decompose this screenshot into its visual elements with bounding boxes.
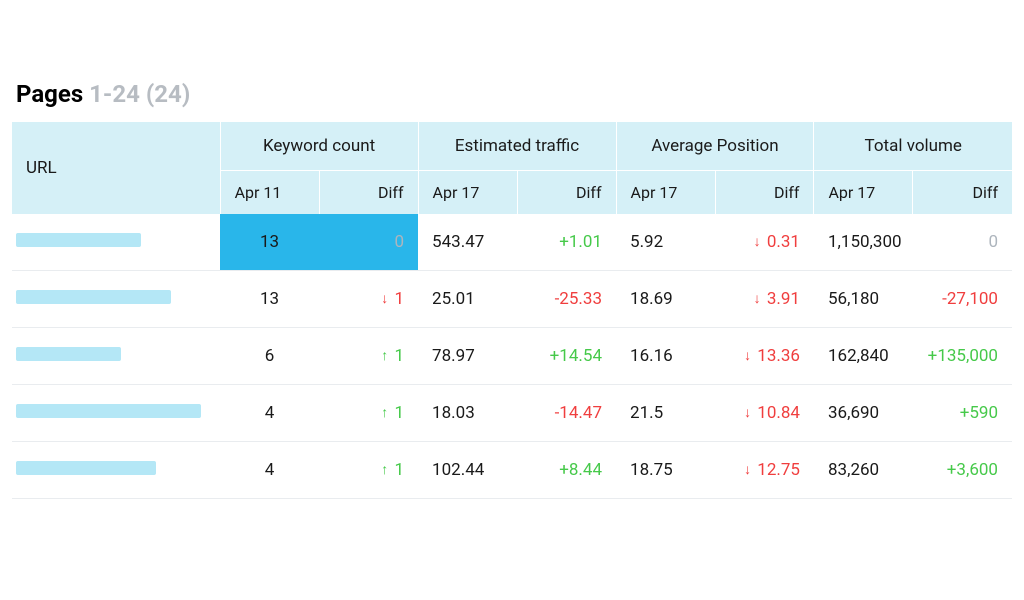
pages-table: URL Keyword count Estimated traffic Aver… <box>12 122 1012 499</box>
keyword-count-diff: ↑ 1 <box>319 328 418 385</box>
col-total-vol-date[interactable]: Apr 17 <box>814 171 913 215</box>
keyword-count-diff: ↑ 1 <box>319 442 418 499</box>
total-vol-value: 36,690 <box>814 385 913 442</box>
url-cell[interactable] <box>12 328 220 385</box>
avg-pos-diff: ↓ 10.84 <box>715 385 814 442</box>
keyword-count-value: 13 <box>220 214 319 271</box>
url-bar <box>16 404 201 418</box>
est-traffic-diff: +1.01 <box>517 214 616 271</box>
col-estimated-traffic[interactable]: Estimated traffic <box>418 122 616 171</box>
arrow-down-icon: ↓ <box>754 233 761 250</box>
est-traffic-value: 25.01 <box>418 271 517 328</box>
avg-pos-diff: ↓ 12.75 <box>715 442 814 499</box>
url-cell[interactable] <box>12 442 220 499</box>
table-row[interactable]: 130543.47+1.015.92↓ 0.311,150,3000 <box>12 214 1012 271</box>
arrow-down-icon: ↓ <box>381 290 388 307</box>
col-keyword-count-diff[interactable]: Diff <box>319 171 418 215</box>
arrow-down-icon: ↓ <box>744 404 751 421</box>
avg-pos-value: 16.16 <box>616 328 715 385</box>
est-traffic-value: 102.44 <box>418 442 517 499</box>
total-vol-diff: +590 <box>913 385 1012 442</box>
col-total-vol-diff[interactable]: Diff <box>913 171 1012 215</box>
table-row[interactable]: 4↑ 1102.44+8.4418.75↓ 12.7583,260+3,600 <box>12 442 1012 499</box>
avg-pos-diff: ↓ 3.91 <box>715 271 814 328</box>
est-traffic-value: 543.47 <box>418 214 517 271</box>
keyword-count-value: 13 <box>220 271 319 328</box>
page-title-label: Pages <box>16 80 83 108</box>
keyword-count-diff: 0 <box>319 214 418 271</box>
url-cell[interactable] <box>12 214 220 271</box>
col-keyword-count[interactable]: Keyword count <box>220 122 418 171</box>
est-traffic-diff: +14.54 <box>517 328 616 385</box>
col-total-volume[interactable]: Total volume <box>814 122 1012 171</box>
url-cell[interactable] <box>12 385 220 442</box>
est-traffic-value: 78.97 <box>418 328 517 385</box>
arrow-up-icon: ↑ <box>381 347 388 364</box>
total-vol-value: 83,260 <box>814 442 913 499</box>
arrow-down-icon: ↓ <box>744 461 751 478</box>
avg-pos-value: 5.92 <box>616 214 715 271</box>
total-vol-diff: +135,000 <box>913 328 1012 385</box>
url-cell[interactable] <box>12 271 220 328</box>
table-row[interactable]: 4↑ 118.03-14.4721.5↓ 10.8436,690+590 <box>12 385 1012 442</box>
est-traffic-diff: +8.44 <box>517 442 616 499</box>
arrow-up-icon: ↑ <box>381 461 388 478</box>
avg-pos-value: 21.5 <box>616 385 715 442</box>
url-bar <box>16 461 156 475</box>
avg-pos-diff: ↓ 0.31 <box>715 214 814 271</box>
url-bar <box>16 290 171 304</box>
col-avg-pos-date[interactable]: Apr 17 <box>616 171 715 215</box>
page-title: Pages 1-24 (24) <box>12 80 1012 108</box>
col-avg-pos-diff[interactable]: Diff <box>715 171 814 215</box>
est-traffic-diff: -14.47 <box>517 385 616 442</box>
col-average-position[interactable]: Average Position <box>616 122 814 171</box>
total-vol-value: 56,180 <box>814 271 913 328</box>
keyword-count-value: 4 <box>220 385 319 442</box>
total-vol-diff: -27,100 <box>913 271 1012 328</box>
avg-pos-value: 18.69 <box>616 271 715 328</box>
keyword-count-diff: ↓ 1 <box>319 271 418 328</box>
url-bar <box>16 347 121 361</box>
col-est-traffic-date[interactable]: Apr 17 <box>418 171 517 215</box>
keyword-count-diff: ↑ 1 <box>319 385 418 442</box>
avg-pos-diff: ↓ 13.36 <box>715 328 814 385</box>
col-keyword-count-date[interactable]: Apr 11 <box>220 171 319 215</box>
keyword-count-value: 6 <box>220 328 319 385</box>
table-row[interactable]: 6↑ 178.97+14.5416.16↓ 13.36162,840+135,0… <box>12 328 1012 385</box>
est-traffic-diff: -25.33 <box>517 271 616 328</box>
keyword-count-value: 4 <box>220 442 319 499</box>
table-row[interactable]: 13↓ 125.01-25.3318.69↓ 3.9156,180-27,100 <box>12 271 1012 328</box>
arrow-down-icon: ↓ <box>744 347 751 364</box>
total-vol-diff: 0 <box>913 214 1012 271</box>
total-vol-diff: +3,600 <box>913 442 1012 499</box>
total-vol-value: 162,840 <box>814 328 913 385</box>
avg-pos-value: 18.75 <box>616 442 715 499</box>
total-vol-value: 1,150,300 <box>814 214 913 271</box>
arrow-down-icon: ↓ <box>754 290 761 307</box>
arrow-up-icon: ↑ <box>381 404 388 421</box>
url-bar <box>16 233 141 247</box>
page-title-range: 1-24 (24) <box>89 80 190 108</box>
col-est-traffic-diff[interactable]: Diff <box>517 171 616 215</box>
est-traffic-value: 18.03 <box>418 385 517 442</box>
col-url[interactable]: URL <box>12 122 220 214</box>
